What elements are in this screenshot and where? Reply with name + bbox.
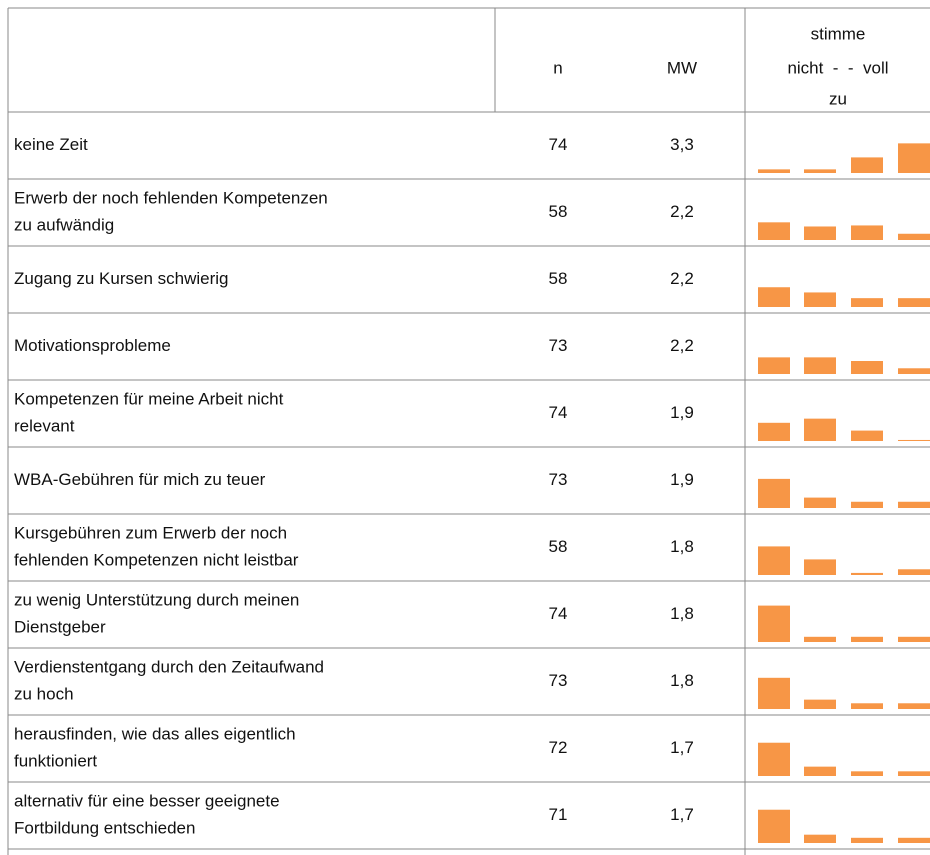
cell-mw: 1,8 [670, 537, 694, 556]
cell-mw: 3,3 [670, 135, 694, 154]
cell-mw: 2,2 [670, 336, 694, 355]
cell-n: 72 [549, 738, 568, 757]
bar [804, 226, 836, 240]
bar [758, 677, 790, 709]
bar [898, 837, 930, 843]
bar [851, 703, 883, 709]
bar [804, 636, 836, 642]
row-label: Fortbildung entschieden [14, 818, 195, 837]
row-label: alternativ für eine besser geeignete [14, 791, 280, 810]
bar [851, 771, 883, 776]
row-label: zu hoch [14, 684, 74, 703]
cell-n: 58 [549, 202, 568, 221]
header-scale: stimme [811, 24, 866, 43]
bar [804, 559, 836, 575]
bar [804, 357, 836, 374]
bar [804, 292, 836, 307]
row-label: Motivationsprobleme [14, 336, 171, 355]
row-label: Dienstgeber [14, 617, 106, 636]
bar [804, 169, 836, 173]
row-label: funktioniert [14, 751, 97, 770]
bar [851, 361, 883, 374]
cell-mw: 1,7 [670, 738, 694, 757]
cell-mw: 2,2 [670, 269, 694, 288]
cell-n: 74 [549, 403, 568, 422]
row-label: zu wenig Unterstützung durch meinen [14, 590, 299, 609]
bar [804, 497, 836, 508]
bar [758, 605, 790, 642]
row-label: Verdienstentgang durch den Zeitaufwand [14, 657, 324, 676]
bar [758, 287, 790, 307]
bar [851, 225, 883, 240]
header-n: n [553, 58, 562, 77]
bar [851, 298, 883, 307]
bar [898, 703, 930, 709]
row-label: Kompetenzen für meine Arbeit nicht [14, 389, 284, 408]
cell-mw: 1,8 [670, 604, 694, 623]
bar [851, 430, 883, 441]
row-label: herausfinden, wie das alles eigentlich [14, 724, 296, 743]
row-label: fehlenden Kompetenzen nicht leistbar [14, 550, 299, 569]
row-label: WBA-Gebühren für mich zu teuer [14, 470, 266, 489]
header-mw: MW [667, 58, 697, 77]
header-scale: nicht - - voll [787, 58, 888, 77]
bar [758, 422, 790, 441]
cell-n: 58 [549, 537, 568, 556]
bar [758, 809, 790, 843]
bar [898, 771, 930, 776]
bar [758, 546, 790, 575]
bar [804, 699, 836, 709]
cell-n: 73 [549, 671, 568, 690]
bar [851, 501, 883, 508]
bar [898, 636, 930, 642]
bar [898, 501, 930, 508]
cell-n: 73 [549, 336, 568, 355]
header-scale: zu [829, 89, 847, 108]
row-label: Kursgebühren zum Erwerb der noch [14, 523, 287, 542]
cell-mw: 1,9 [670, 403, 694, 422]
bar [898, 298, 930, 307]
bar [851, 837, 883, 843]
bar [758, 357, 790, 374]
bar [898, 233, 930, 240]
cell-n: 71 [549, 805, 568, 824]
row-label: keine Zeit [14, 135, 88, 154]
bar [804, 766, 836, 776]
bar [898, 368, 930, 374]
bar [851, 636, 883, 642]
bar [758, 222, 790, 240]
bar [898, 439, 930, 441]
cell-n: 74 [549, 135, 568, 154]
bar [898, 143, 930, 173]
bar [758, 478, 790, 508]
bar [804, 834, 836, 843]
row-label: Zugang zu Kursen schwierig [14, 269, 229, 288]
bar [851, 157, 883, 173]
cell-n: 58 [549, 269, 568, 288]
bar [851, 572, 883, 575]
bar [758, 742, 790, 776]
cell-mw: 1,9 [670, 470, 694, 489]
row-label: relevant [14, 416, 75, 435]
cell-mw: 1,7 [670, 805, 694, 824]
cell-n: 73 [549, 470, 568, 489]
row-label: Erwerb der noch fehlenden Kompetenzen [14, 188, 328, 207]
cell-mw: 2,2 [670, 202, 694, 221]
bar [804, 418, 836, 441]
cell-mw: 1,8 [670, 671, 694, 690]
bar [758, 169, 790, 173]
row-label: zu aufwändig [14, 215, 114, 234]
bar [898, 569, 930, 575]
cell-n: 74 [549, 604, 568, 623]
